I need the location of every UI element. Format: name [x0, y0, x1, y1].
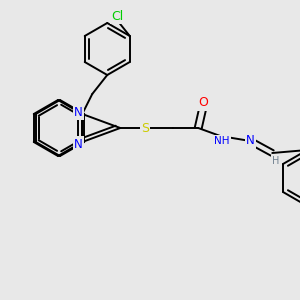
Text: N: N [74, 137, 82, 151]
Text: N: N [74, 106, 82, 118]
Text: Cl: Cl [112, 10, 124, 22]
Text: S: S [141, 122, 149, 134]
Text: N: N [246, 134, 255, 148]
Text: H: H [272, 156, 279, 166]
Text: NH: NH [214, 136, 230, 146]
Text: O: O [198, 97, 208, 110]
